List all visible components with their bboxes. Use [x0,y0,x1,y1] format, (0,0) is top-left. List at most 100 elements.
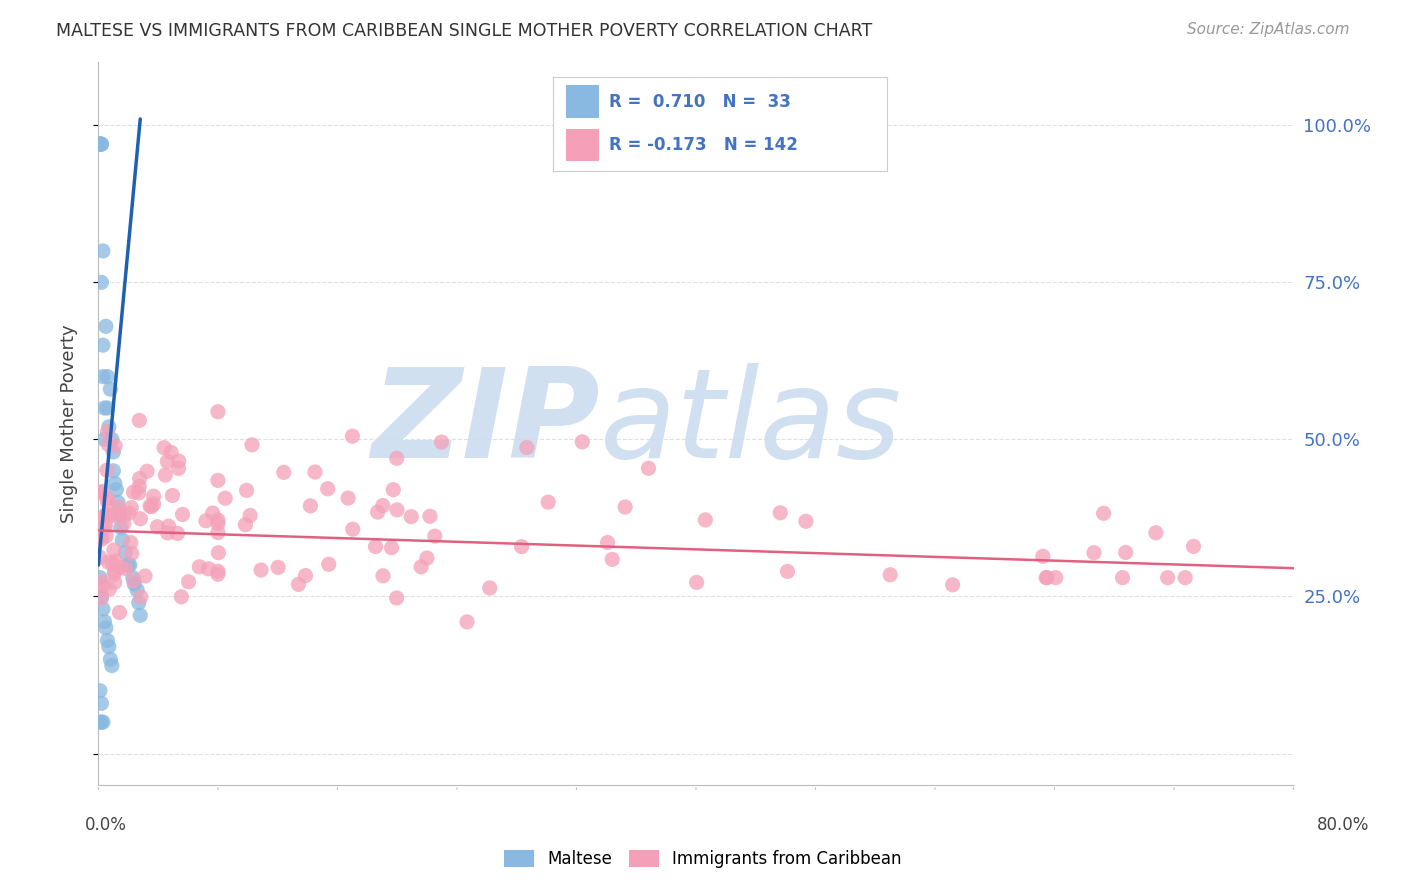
Point [155,468,177,483]
Point [160,445,183,459]
Point [98,652,122,666]
Point [695,513,717,527]
Point [94,520,117,534]
Point [94,517,117,532]
Point [207,567,229,582]
Point [90,522,112,536]
Point [600,552,623,566]
Point [90,590,112,604]
Point [1045,571,1067,585]
Point [596,535,619,549]
Point [107,495,129,509]
Point [153,441,176,455]
Point [96,401,118,415]
Point [94,621,117,635]
Point [156,454,179,468]
Text: 80.0%: 80.0% [1316,816,1369,834]
Point [121,546,143,560]
Point [104,439,127,453]
Point [423,529,446,543]
Point [142,497,165,511]
Point [96,425,118,439]
Point [430,435,453,450]
Point [103,508,125,523]
Point [794,514,817,528]
Point [385,451,408,466]
Point [91,369,114,384]
Point [89,137,111,152]
Point [90,137,112,152]
Point [107,506,129,520]
Point [91,602,114,616]
Point [942,578,965,592]
Point [380,541,402,555]
Point [93,401,115,415]
Point [103,445,125,459]
Point [110,520,132,534]
Point [96,369,118,384]
Point [235,517,257,532]
Point [214,491,236,506]
Point [128,596,150,610]
Point [93,615,115,629]
Point [207,516,229,531]
Point [90,532,112,546]
Point [127,583,149,598]
Point [478,581,501,595]
Point [118,506,141,520]
Point [98,582,121,597]
Point [103,464,125,478]
Point [162,488,184,502]
Point [91,484,114,499]
Point [118,558,141,572]
Point [1083,546,1105,560]
Point [201,506,224,520]
Point [207,525,229,540]
Point [101,658,124,673]
Point [122,485,145,500]
Point [879,567,901,582]
Point [90,715,112,730]
Point [776,565,799,579]
Point [97,555,120,569]
Point [96,633,118,648]
Point [364,540,387,554]
Point [142,489,165,503]
Text: 0.0%: 0.0% [84,816,127,834]
Point [91,715,114,730]
Point [367,505,389,519]
Point [103,543,125,558]
Point [89,550,111,565]
Point [134,569,156,583]
Point [1036,571,1059,585]
Point [129,608,152,623]
Point [136,464,159,478]
Point [685,575,707,590]
Point [177,574,200,589]
Point [129,512,152,526]
Point [91,578,114,592]
Point [166,526,188,541]
Point [318,558,340,572]
Point [195,514,218,528]
Point [342,429,364,443]
Point [385,503,408,517]
Point [129,590,152,604]
Point [89,715,111,730]
Point [197,562,219,576]
Point [94,508,117,522]
Point [89,137,111,152]
Point [97,437,120,451]
Point [250,563,273,577]
Point [1182,540,1205,554]
Point [101,433,124,447]
Point [110,560,132,574]
Point [167,454,190,468]
Text: atlas: atlas [600,363,903,484]
Point [167,461,190,475]
Text: Source: ZipAtlas.com: Source: ZipAtlas.com [1187,22,1350,37]
Point [614,500,637,514]
Point [172,508,194,522]
Point [342,522,364,536]
Point [124,577,146,591]
